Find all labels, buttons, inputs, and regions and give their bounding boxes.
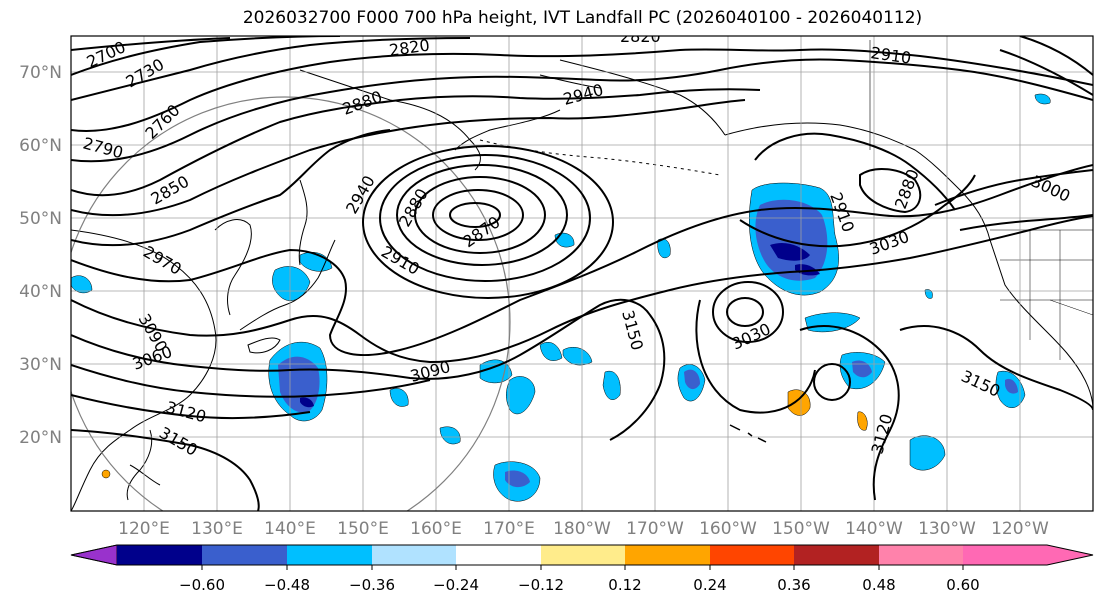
lon-label: 140°W: [845, 519, 903, 539]
colorbar-bin: [372, 545, 456, 565]
colorbar-tick-label: −0.12: [518, 576, 564, 594]
colorbar-bin: [202, 545, 287, 565]
lon-label: 140°E: [264, 519, 316, 539]
lon-label: 120°E: [118, 519, 170, 539]
latitude-labels: 70°N 60°N 50°N 40°N 30°N 20°N: [19, 63, 62, 448]
distance-ring: [71, 96, 511, 511]
colorbar-tick-label: 0.12: [608, 576, 641, 594]
colorbar: −0.60 −0.48 −0.36 −0.24 −0.12 0.12 0.24 …: [70, 544, 1094, 594]
lon-label: 150°W: [772, 519, 830, 539]
colorbar-extend-low: [70, 544, 118, 566]
contour-label: 2820: [620, 27, 661, 46]
colorbar-tick-label: 0.24: [693, 576, 726, 594]
colorbar-bin: [456, 545, 541, 565]
lat-label: 70°N: [19, 63, 62, 83]
lon-label: 160°E: [410, 519, 462, 539]
lat-label: 50°N: [19, 209, 62, 229]
lon-label: 130°E: [191, 519, 243, 539]
colorbar-tick-label: 0.36: [777, 576, 810, 594]
colorbar-bin: [541, 545, 625, 565]
colorbar-tick-label: 0.60: [946, 576, 979, 594]
ivt-shading: [71, 93, 1051, 502]
colorbar-tick-label: −0.60: [179, 576, 225, 594]
lat-label: 20°N: [19, 428, 62, 448]
colorbar-bin: [879, 545, 963, 565]
colorbar-bin: [794, 545, 879, 565]
lon-label: 170°W: [626, 519, 684, 539]
colorbar-tick-label: 0.48: [862, 576, 895, 594]
height-contours: [71, 36, 1093, 511]
map-frame: [70, 35, 1094, 512]
lon-label: 180°W: [553, 519, 611, 539]
lon-label: 130°W: [918, 519, 976, 539]
lon-label: 170°E: [483, 519, 535, 539]
colorbar-bin: [117, 545, 202, 565]
colorbar-bin: [710, 545, 794, 565]
colorbar-extend-high: [963, 545, 1093, 565]
lon-label: 150°E: [337, 519, 389, 539]
colorbar-bin: [625, 545, 710, 565]
lon-label: 160°W: [699, 519, 757, 539]
lat-label: 40°N: [19, 282, 62, 302]
map-title: 2026032700 F000 700 hPa height, IVT Land…: [242, 8, 923, 28]
colorbar-bin: [287, 545, 372, 565]
colorbar-tick-label: −0.48: [264, 576, 310, 594]
contour-label: 2820: [388, 35, 431, 59]
lat-label: 60°N: [19, 136, 62, 156]
longitude-labels: 120°E 130°E 140°E 150°E 160°E 170°E 180°…: [118, 519, 1049, 539]
colorbar-tick-label: −0.24: [433, 576, 479, 594]
lat-label: 30°N: [19, 355, 62, 375]
lon-label: 120°W: [991, 519, 1049, 539]
colorbar-tick-label: −0.36: [349, 576, 395, 594]
